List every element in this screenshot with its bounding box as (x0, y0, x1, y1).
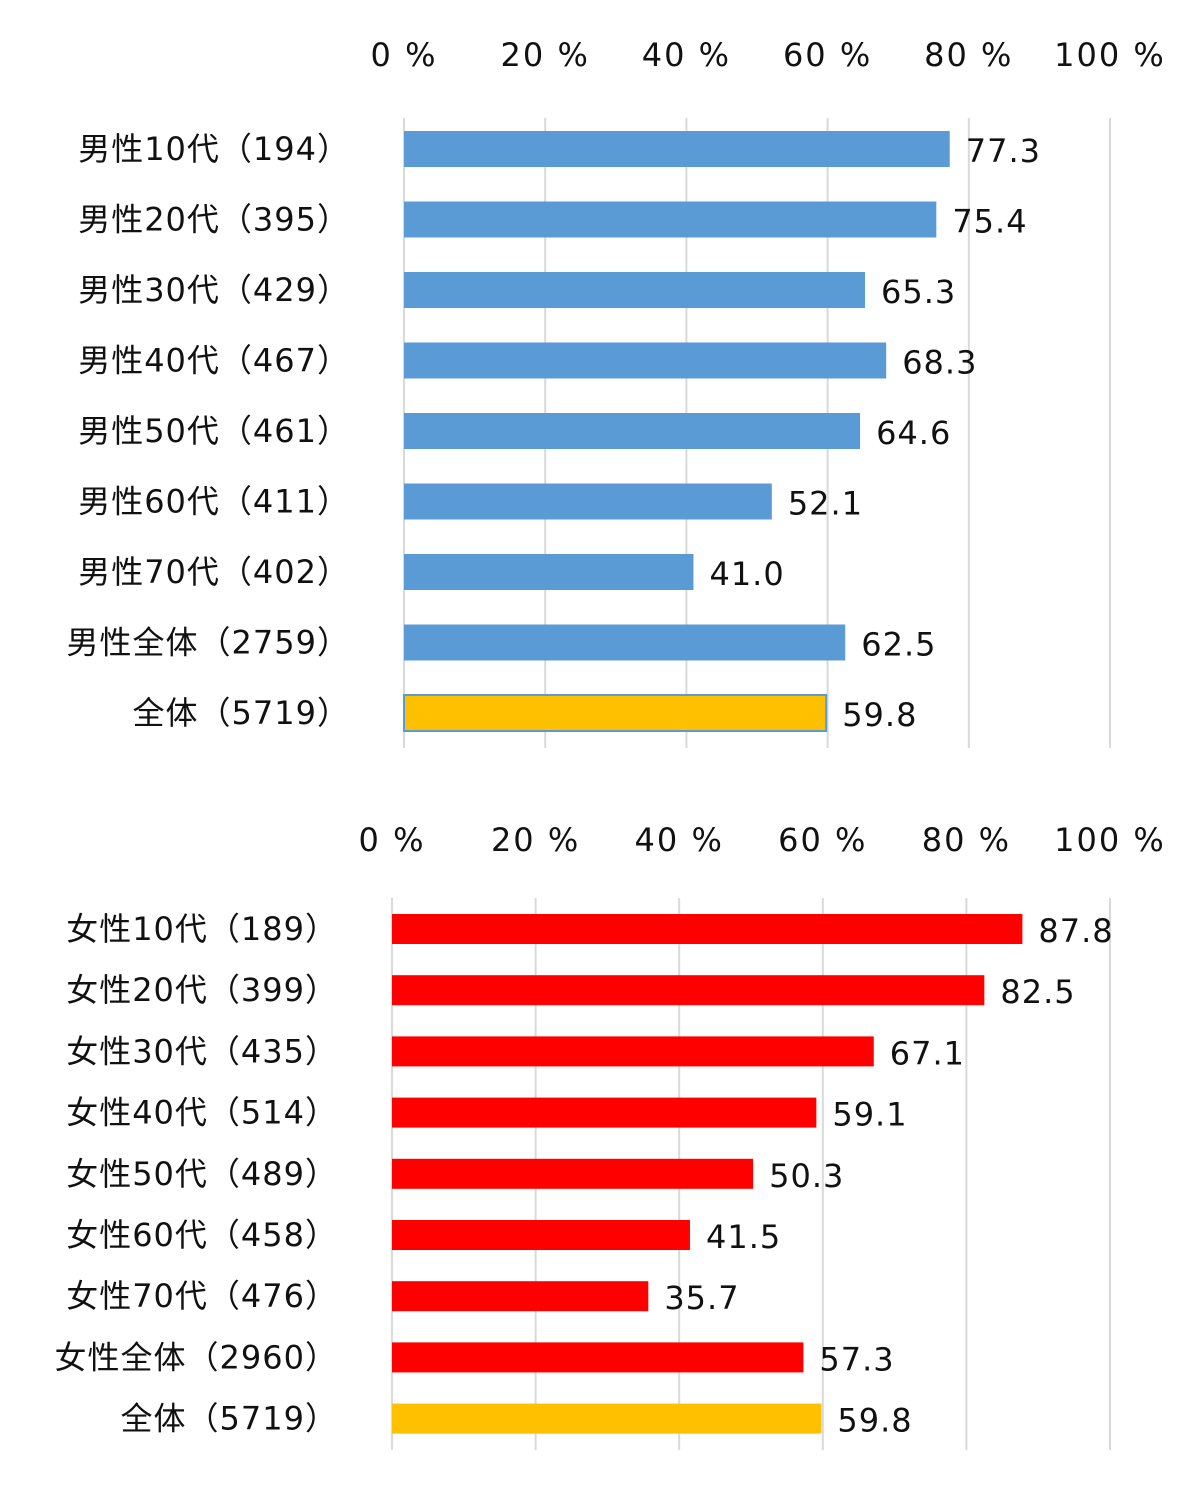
x-tick-label: 100 % (1054, 36, 1166, 74)
bar (392, 1403, 822, 1434)
chart-1: 0 % 20 % 40 % 60 % 80 % 100 % 男性10代（194） 77.3 男性… (67, 36, 1166, 748)
x-tick-label: 40 % (635, 821, 724, 859)
category-label: 女性20代（399） (66, 971, 338, 1009)
category-label: 男性40代（467） (78, 342, 350, 380)
category-label: 女性10代（189） (66, 910, 338, 948)
category-label: 男性10代（194） (78, 130, 350, 168)
x-tick-label: 20 % (491, 821, 580, 859)
data-label: 75.4 (952, 203, 1027, 241)
data-label: 41.0 (709, 555, 784, 593)
category-label: 男性50代（461） (78, 412, 350, 450)
category-label: 女性50代（489） (66, 1155, 338, 1193)
x-tick-label: 60 % (778, 821, 867, 859)
data-label: 65.3 (881, 273, 956, 311)
category-label: 全体（5719） (133, 694, 350, 732)
data-label: 64.6 (876, 414, 951, 452)
bar (404, 483, 772, 520)
category-label: 女性60代（458） (66, 1216, 338, 1254)
data-label: 59.8 (842, 696, 917, 734)
x-tick-label: 60 % (783, 36, 872, 74)
chart-2: 0 % 20 % 40 % 60 % 80 % 100 % 女性10代（189） 87.8 女性… (55, 821, 1166, 1450)
bar (404, 554, 694, 590)
category-label: 男性全体（2759） (67, 624, 350, 662)
data-label: 50.3 (769, 1157, 844, 1195)
bar (403, 694, 828, 732)
category-label: 男性70代（402） (78, 553, 350, 591)
x-tick-label: 100 % (1054, 821, 1166, 859)
data-label: 67.1 (890, 1034, 965, 1072)
data-label: 77.3 (966, 132, 1041, 170)
data-label: 82.5 (1000, 973, 1075, 1011)
bar (392, 975, 985, 1006)
data-label: 87.8 (1038, 912, 1113, 950)
bar (404, 342, 887, 379)
category-label: 女性40代（514） (66, 1094, 338, 1132)
x-tick-label: 0 % (359, 821, 426, 859)
category-label: 全体（5719） (121, 1400, 338, 1438)
x-tick-label: 40 % (642, 36, 731, 74)
category-label: 女性30代（435） (66, 1032, 338, 1070)
bar (404, 624, 846, 661)
data-label: 52.1 (788, 485, 863, 523)
data-label: 35.7 (664, 1279, 739, 1317)
x-tick-label: 80 % (922, 821, 1011, 859)
category-label: 男性20代（395） (78, 201, 350, 239)
bar (404, 413, 861, 449)
x-tick-label: 80 % (924, 36, 1013, 74)
category-label: 男性60代（411） (78, 483, 350, 521)
bar (392, 1281, 649, 1312)
bar (392, 914, 1023, 944)
bar (392, 1097, 817, 1128)
bar (392, 1220, 690, 1250)
category-label: 男性30代（429） (78, 271, 350, 309)
data-label: 59.1 (832, 1096, 907, 1134)
category-label: 女性70代（476） (66, 1277, 338, 1315)
bar (404, 201, 937, 238)
bar (404, 272, 866, 308)
data-label: 62.5 (861, 626, 936, 664)
data-label: 68.3 (902, 344, 977, 382)
bar (392, 1036, 874, 1067)
data-label: 41.5 (706, 1218, 781, 1256)
bar (392, 1158, 754, 1189)
bar (404, 131, 950, 167)
category-label: 女性全体（2960） (55, 1338, 338, 1376)
x-tick-label: 20 % (501, 36, 590, 74)
bar (392, 1342, 804, 1373)
x-tick-label: 0 % (371, 36, 438, 74)
data-label: 57.3 (819, 1340, 894, 1378)
data-label: 59.8 (837, 1402, 912, 1440)
